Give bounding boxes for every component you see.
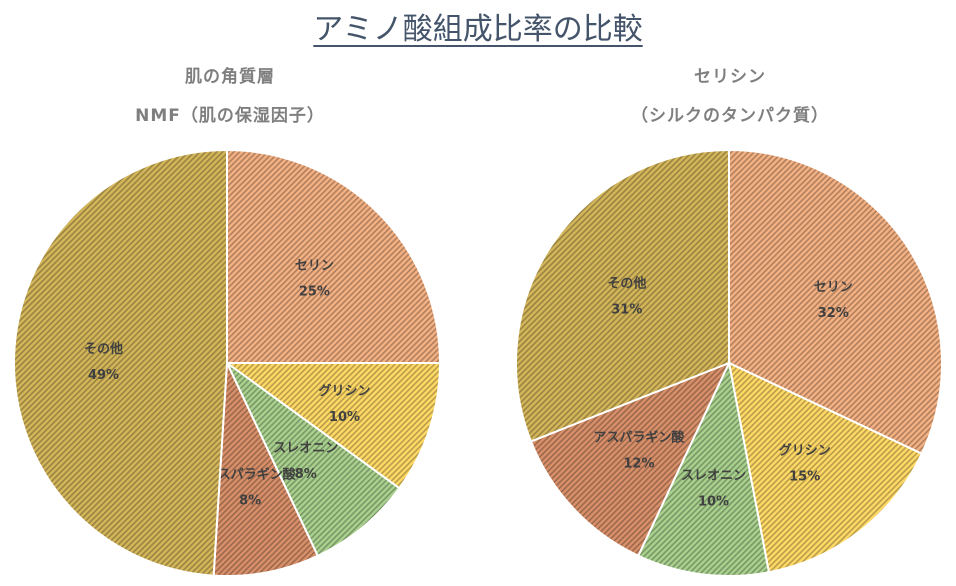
slice-serine [728, 148, 943, 456]
slice-glycine [727, 361, 924, 574]
slice-threonine [226, 362, 401, 558]
chart-2-title-line-1: セリシン [694, 67, 766, 87]
slice-label-glycine: グリシン [318, 383, 370, 399]
pie-chart-sericin: セリン 32% グリシン 15% スレオニン 10% アスパラギン酸 12% その他 31% [515, 148, 943, 577]
slice-glycine [223, 362, 442, 490]
slice-percent-threonine: 10% [698, 495, 729, 510]
slice-label-threonine: スレオニン [681, 469, 746, 484]
chart-1-title-line-2: NMF（肌の保湿因子） [135, 106, 325, 126]
slice-other [13, 148, 228, 577]
chart-2-title-line-2: （シルクのタンパク質） [631, 106, 829, 126]
slice-label-other: その他 [607, 276, 646, 292]
slice-percent-serine: 32% [818, 306, 849, 321]
chart-1-title-line-1: 肌の角質層 [185, 67, 275, 87]
slice-percent-aspartic-acid: 12% [623, 457, 654, 472]
slice-percent-glycine: 10% [329, 410, 360, 425]
slice-percent-serine: 25% [299, 285, 330, 300]
slice-percent-other: 49% [88, 368, 119, 383]
slice-label-aspartic-acid: アスパラギン酸 [205, 466, 297, 482]
slice-label-other: その他 [84, 341, 123, 357]
slice-percent-aspartic-acid: 8% [239, 493, 261, 508]
slice-other [515, 148, 730, 443]
slice-label-glycine: グリシン [779, 443, 831, 459]
slice-serine [226, 148, 442, 364]
slice-percent-glycine: 15% [789, 470, 820, 485]
slice-label-threonine: スレオニン [273, 441, 338, 456]
page-title: アミノ酸組成比率の比較 [313, 12, 643, 47]
slice-percent-threonine: 8% [295, 467, 317, 482]
slice-label-serine: セリン [814, 280, 853, 295]
slice-aspartic-acid [212, 362, 320, 577]
slice-threonine [636, 359, 771, 577]
slice-label-aspartic-acid: アスパラギン酸 [593, 430, 685, 446]
slice-percent-other: 31% [611, 303, 642, 318]
slice-aspartic-acid [529, 361, 731, 558]
slice-label-serine: セリン [295, 259, 334, 274]
